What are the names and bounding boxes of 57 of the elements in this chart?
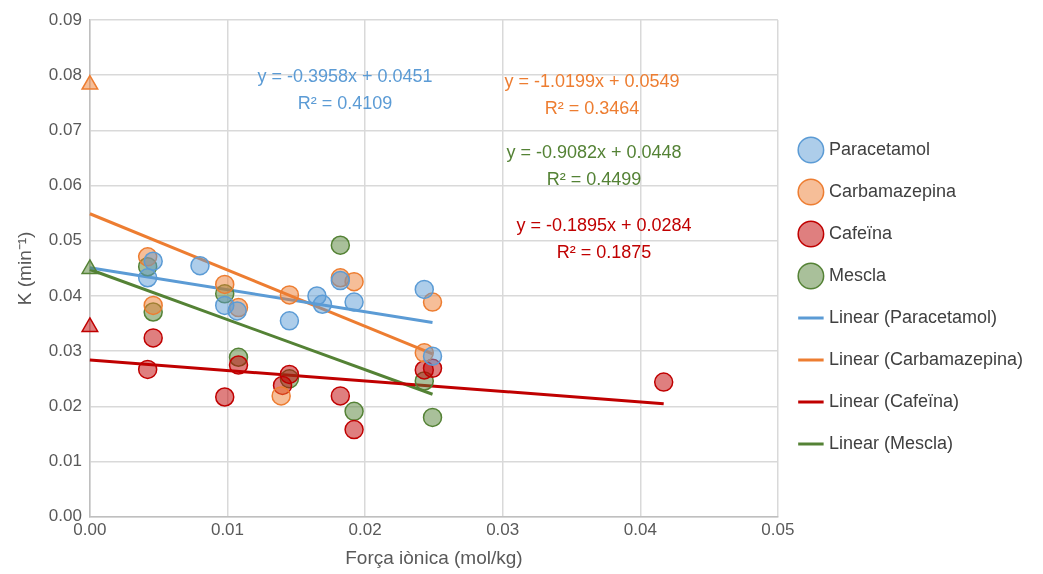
legend-label: Linear (Carbamazepina): [828, 348, 1024, 369]
point: [214, 274, 235, 295]
annotation: y = -0.9082x + 0.0448: [506, 141, 682, 162]
x-tick-label: 0.01: [210, 519, 245, 539]
annotation: R² = 0.4499: [546, 168, 642, 189]
y-tick-label: 0.06: [48, 175, 82, 195]
legend-label: Mescla: [828, 264, 887, 285]
y-tick-label: 0.05: [48, 230, 82, 250]
x-tick-label: 0.03: [486, 519, 520, 539]
point: [312, 294, 333, 315]
point: [228, 355, 249, 375]
y-axis-title: K (min⁻¹): [13, 231, 35, 306]
point: [414, 279, 435, 300]
point: [137, 359, 158, 380]
point: [330, 235, 351, 255]
legend-label: Cafeïna: [828, 222, 893, 243]
point: [137, 268, 158, 288]
legend-label: Carbamazepina: [828, 180, 957, 201]
point: [653, 372, 674, 392]
point: [422, 407, 443, 428]
point: [344, 292, 364, 312]
annotation: y = -1.0199x + 0.0549: [504, 70, 680, 91]
point: [422, 346, 443, 366]
y-tick-label: 0.09: [48, 9, 82, 29]
point: [190, 255, 210, 276]
legend-label: Linear (Cafeïna): [828, 390, 959, 411]
annotation: R² = 0.1875: [556, 241, 652, 262]
point: [344, 401, 364, 422]
point: [81, 317, 99, 333]
point: [330, 386, 351, 406]
y-tick-label: 0.01: [48, 451, 82, 471]
annotation: y = -0.1895x + 0.0284: [516, 214, 692, 235]
annotation: y = -0.3958x + 0.0451: [257, 65, 433, 86]
legend-label: Linear (Paracetamol): [828, 306, 997, 327]
point: [271, 386, 291, 406]
annotation: R² = 0.3464: [544, 97, 640, 118]
point: [81, 259, 99, 275]
y-tick-label: 0.07: [48, 120, 82, 140]
point: [279, 285, 300, 305]
y-tick-label: 0.04: [48, 285, 82, 305]
x-tick-label: 0.04: [623, 519, 657, 539]
y-tick-label: 0.02: [48, 396, 82, 416]
annotation: R² = 0.4109: [297, 92, 393, 113]
point: [143, 251, 163, 271]
legend-label: Paracetamol: [828, 138, 930, 159]
point: [143, 295, 163, 316]
x-tick-label: 0.02: [348, 519, 382, 539]
point: [279, 311, 300, 331]
x-tick-label: 0.05: [761, 519, 795, 539]
y-tick-label: 0.08: [48, 64, 82, 84]
point: [214, 387, 235, 407]
point: [344, 419, 364, 440]
legend-label: Linear (Mescla): [828, 432, 953, 453]
point: [279, 364, 300, 385]
point: [143, 328, 163, 348]
x-axis-title: Força iònica (mol/kg): [345, 546, 523, 568]
y-tick-label: 0.03: [48, 340, 82, 360]
